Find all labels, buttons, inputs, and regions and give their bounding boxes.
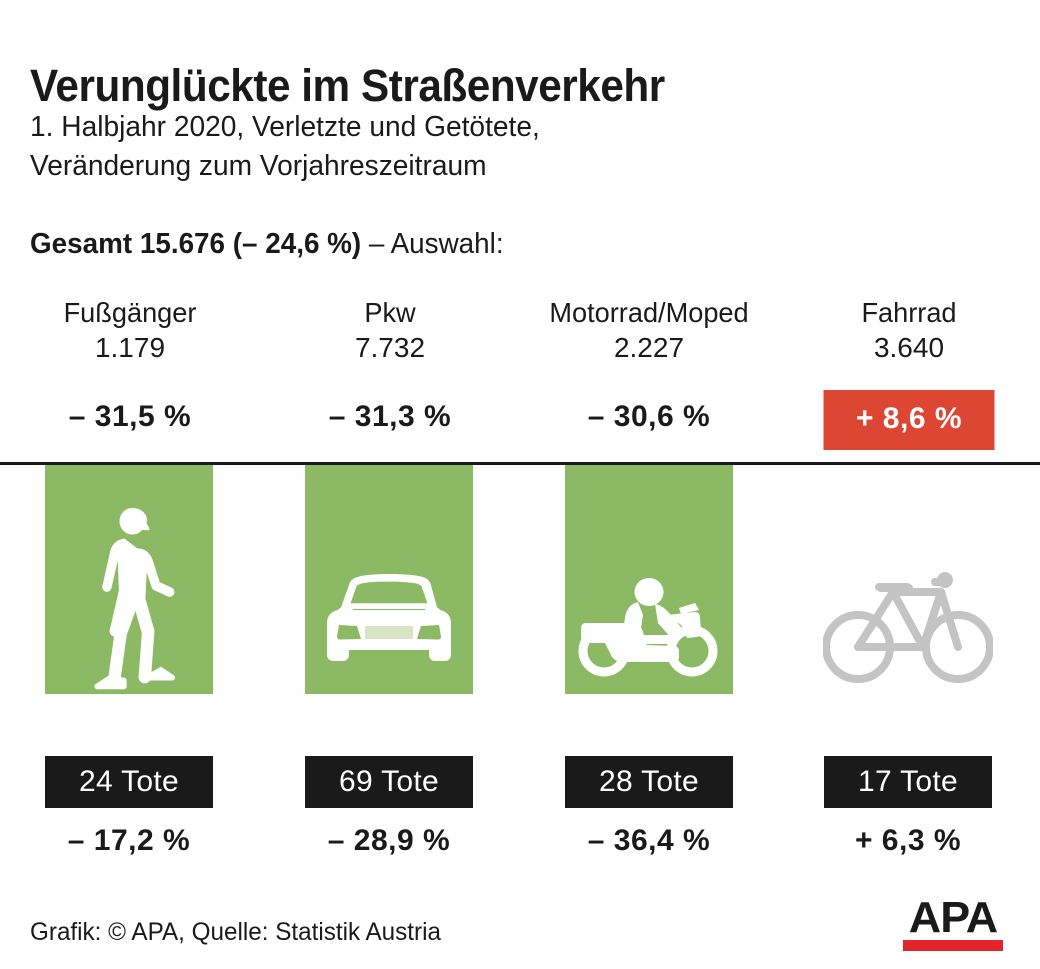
change-injured-badge-highlight: + 8,6 %: [823, 390, 995, 451]
column-count: 7.732: [354, 332, 426, 364]
column-label: Pkw: [364, 297, 416, 328]
deaths-badge-fussgaenger: 24 Tote: [45, 756, 213, 808]
column-label: Fußgänger: [63, 297, 197, 328]
column-fussgaenger: Fußgänger 1.179 – 31,5 %: [0, 296, 260, 456]
column-fahrrad: Fahrrad 3.640 + 8,6 %: [779, 296, 1039, 456]
change-injured-badge: – 30,6 %: [587, 400, 711, 434]
source-credit: Grafik: © APA, Quelle: Statistik Austria: [30, 918, 441, 946]
page-title: Verunglückte im Straßenverkehr: [30, 60, 665, 112]
apa-logo-text: APA: [908, 893, 998, 942]
icon-bar-fahrrad: [823, 465, 993, 694]
total-summary: Gesamt 15.676 (– 24,6 %) – Auswahl:: [30, 228, 504, 261]
column-label: Fahrrad: [861, 297, 957, 328]
change-deaths-pkw: – 28,9 %: [327, 824, 451, 857]
icon-bar-pkw: [305, 465, 473, 694]
icon-bar-fussgaenger: [45, 465, 213, 694]
column-label: Motorrad/Moped: [549, 297, 749, 328]
column-motorrad-moped: Motorrad/Moped 2.227 – 30,6 %: [519, 296, 779, 456]
pedestrian-icon: [83, 504, 175, 694]
change-injured-badge: – 31,5 %: [68, 400, 192, 434]
change-deaths-fahrrad: + 6,3 %: [854, 824, 962, 857]
motorcycle-icon: [575, 568, 723, 694]
change-injured-badge: – 31,3 %: [328, 400, 452, 434]
column-count: 2.227: [613, 332, 685, 364]
apa-logo: APA: [903, 893, 1003, 951]
deaths-badge-motorrad-moped: 28 Tote: [565, 756, 733, 808]
change-deaths-fussgaenger: – 17,2 %: [67, 824, 191, 857]
column-count: 3.640: [873, 332, 945, 364]
column-count: 1.179: [94, 332, 166, 364]
car-icon: [315, 568, 463, 694]
column-change-wrap: – 31,3 %: [260, 384, 520, 456]
subtitle-line-1: 1. Halbjahr 2020, Verletzte und Getötete…: [30, 111, 540, 143]
column-change-wrap: – 31,5 %: [0, 384, 260, 456]
subtitle-line-2: Veränderung zum Vorjahreszeitraum: [30, 149, 487, 182]
change-deaths-motorrad-moped: – 36,4 %: [587, 824, 711, 857]
category-columns: Fußgänger 1.179 – 31,5 % Pkw 7.732 – 31,…: [0, 296, 1040, 896]
icon-bar-motorrad-moped: [565, 465, 733, 694]
column-change-wrap: + 8,6 %: [779, 384, 1039, 456]
deaths-badge-pkw: 69 Tote: [305, 756, 473, 808]
deaths-badge-fahrrad: 17 Tote: [824, 756, 992, 808]
column-change-wrap: – 30,6 %: [519, 384, 779, 456]
column-pkw: Pkw 7.732 – 31,3 %: [260, 296, 520, 456]
horizontal-divider: [0, 462, 1040, 465]
apa-logo-bar: [903, 939, 1003, 951]
total-figure: Gesamt 15.676 (– 24,6 %): [30, 228, 362, 260]
page-subtitle: 1. Halbjahr 2020, Verletzte und Getötete…: [30, 108, 540, 185]
total-selection-label: – Auswahl:: [361, 228, 504, 260]
bicycle-icon: [823, 562, 993, 694]
